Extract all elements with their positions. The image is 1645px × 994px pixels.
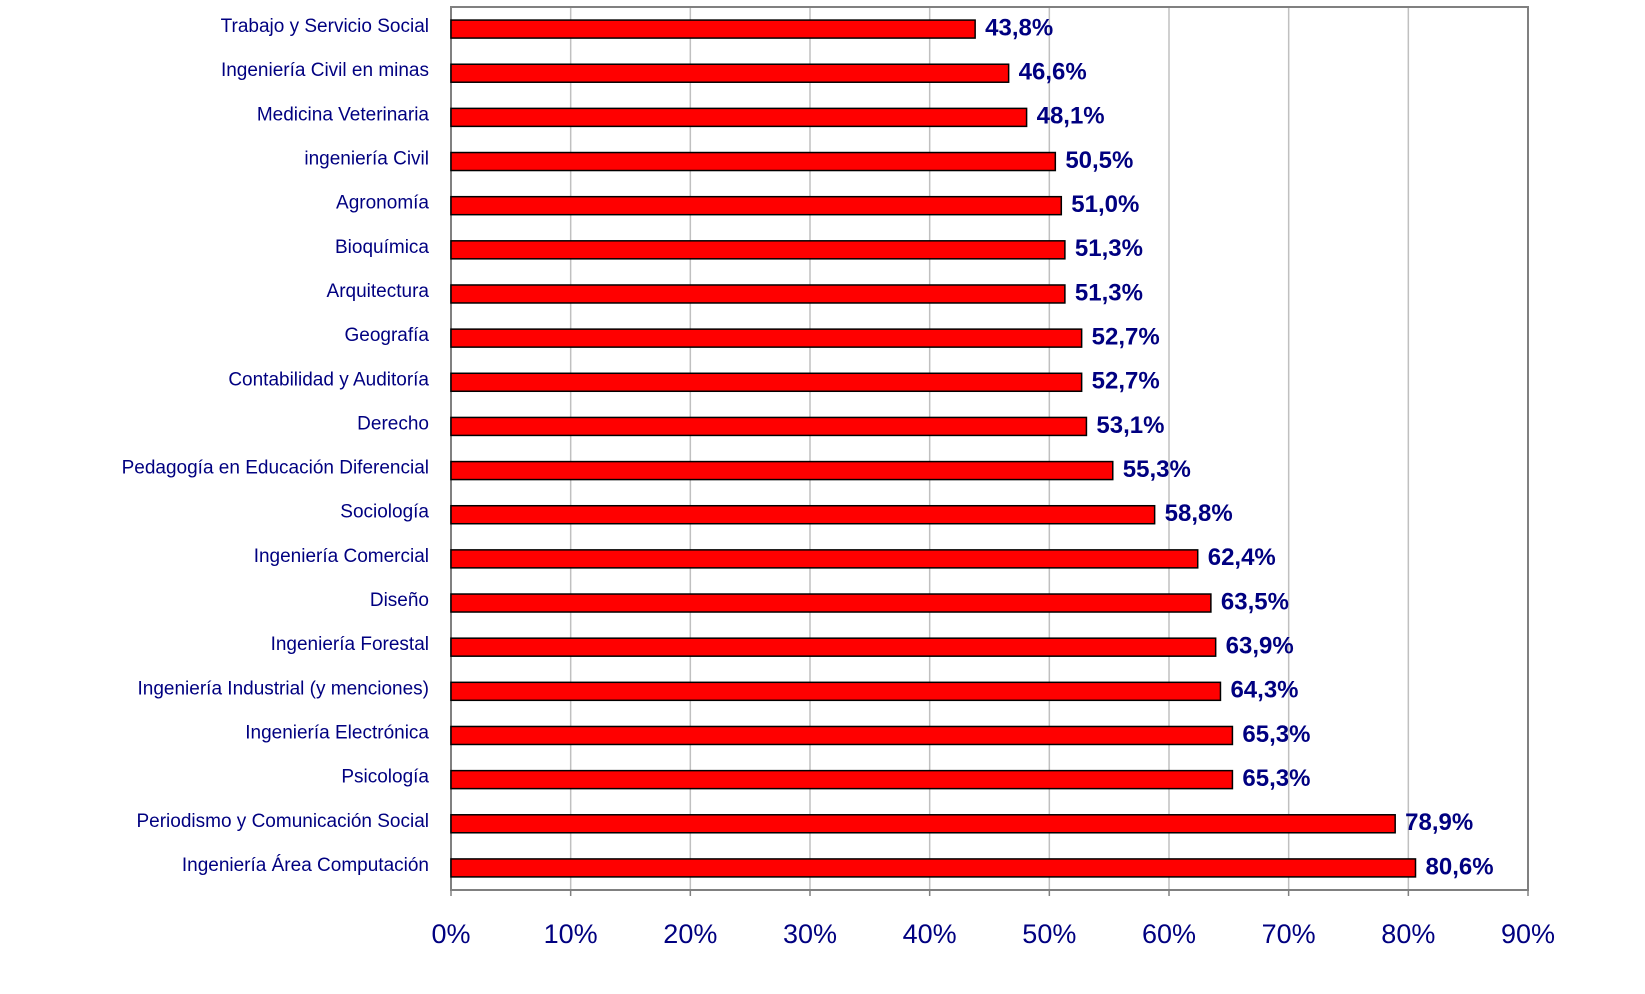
value-label: 62,4% xyxy=(1208,544,1276,571)
x-tick-label: 10% xyxy=(544,919,598,949)
bar xyxy=(450,637,1217,657)
value-label: 48,1% xyxy=(1037,103,1105,130)
x-tick-label: 60% xyxy=(1142,919,1196,949)
y-tick-label: Diseño xyxy=(370,590,429,611)
value-label: 51,3% xyxy=(1075,279,1143,306)
bar xyxy=(450,549,1199,569)
y-tick-label: Contabilidad y Auditoría xyxy=(228,369,429,390)
y-tick-label: Psicología xyxy=(341,767,429,788)
value-label: 80,6% xyxy=(1426,853,1494,880)
bar xyxy=(450,769,1234,790)
y-tick-label: Pedagogía en Educación Diferencial xyxy=(122,458,429,479)
bar xyxy=(450,814,1396,834)
value-label: 51,3% xyxy=(1075,235,1143,262)
x-tick-label: 0% xyxy=(431,919,470,949)
bar xyxy=(450,504,1156,525)
y-tick-label: Arquitectura xyxy=(327,281,430,302)
y-tick-label: Bioquímica xyxy=(335,237,429,258)
bar xyxy=(450,725,1234,746)
value-label: 63,9% xyxy=(1226,633,1294,660)
x-tick-label: 40% xyxy=(903,919,957,949)
x-tick-label: 70% xyxy=(1262,919,1316,949)
y-tick-label: Medicina Veterinaria xyxy=(257,104,430,125)
bar xyxy=(450,858,1417,878)
y-tick-label: Ingeniería Comercial xyxy=(254,546,429,567)
y-tick-label: Trabajo y Servicio Social xyxy=(221,16,429,37)
y-tick-label: ingeniería Civil xyxy=(304,149,429,170)
value-label: 78,9% xyxy=(1405,809,1473,836)
value-label: 46,6% xyxy=(1019,59,1087,86)
bar xyxy=(450,151,1057,172)
value-label: 43,8% xyxy=(985,14,1053,41)
x-tick-label: 80% xyxy=(1381,919,1435,949)
y-tick-label: Derecho xyxy=(357,413,429,434)
bar xyxy=(450,460,1114,481)
bar xyxy=(450,372,1083,393)
bar xyxy=(450,195,1063,216)
value-label: 58,8% xyxy=(1165,500,1233,527)
bar xyxy=(450,284,1066,304)
value-label: 65,3% xyxy=(1242,765,1310,792)
y-tick-label: Ingeniería Electrónica xyxy=(245,722,429,743)
value-label: 52,7% xyxy=(1092,368,1160,395)
y-tick-label: Agronomía xyxy=(336,193,429,214)
y-tick-label: Periodismo y Comunicación Social xyxy=(136,811,429,832)
value-label: 55,3% xyxy=(1123,456,1191,483)
bar xyxy=(450,107,1028,128)
bar xyxy=(450,593,1212,613)
x-tick-label: 20% xyxy=(663,919,717,949)
value-label: 52,7% xyxy=(1092,323,1160,350)
bar xyxy=(450,328,1083,348)
y-tick-label: Ingeniería Industrial (y menciones) xyxy=(138,678,429,699)
x-tick-label: 90% xyxy=(1501,919,1555,949)
bar xyxy=(450,19,976,39)
bar xyxy=(450,240,1066,260)
bar xyxy=(450,63,1010,83)
x-tick-label: 30% xyxy=(783,919,837,949)
value-label: 63,5% xyxy=(1221,588,1289,615)
value-label: 51,0% xyxy=(1071,191,1139,218)
plot-border xyxy=(450,6,1529,891)
x-tick-label: 50% xyxy=(1022,919,1076,949)
value-label: 65,3% xyxy=(1242,721,1310,748)
y-tick-label: Geografía xyxy=(345,325,430,346)
value-label: 53,1% xyxy=(1096,412,1164,439)
y-tick-label: Sociología xyxy=(340,502,429,523)
value-label: 64,3% xyxy=(1230,677,1298,704)
value-label: 50,5% xyxy=(1065,147,1133,174)
y-tick-label: Ingeniería Forestal xyxy=(271,634,429,655)
bar xyxy=(450,681,1222,702)
y-tick-label: Ingeniería Área Computación xyxy=(182,855,429,876)
y-tick-label: Ingeniería Civil en minas xyxy=(221,60,429,81)
bar xyxy=(450,416,1088,437)
